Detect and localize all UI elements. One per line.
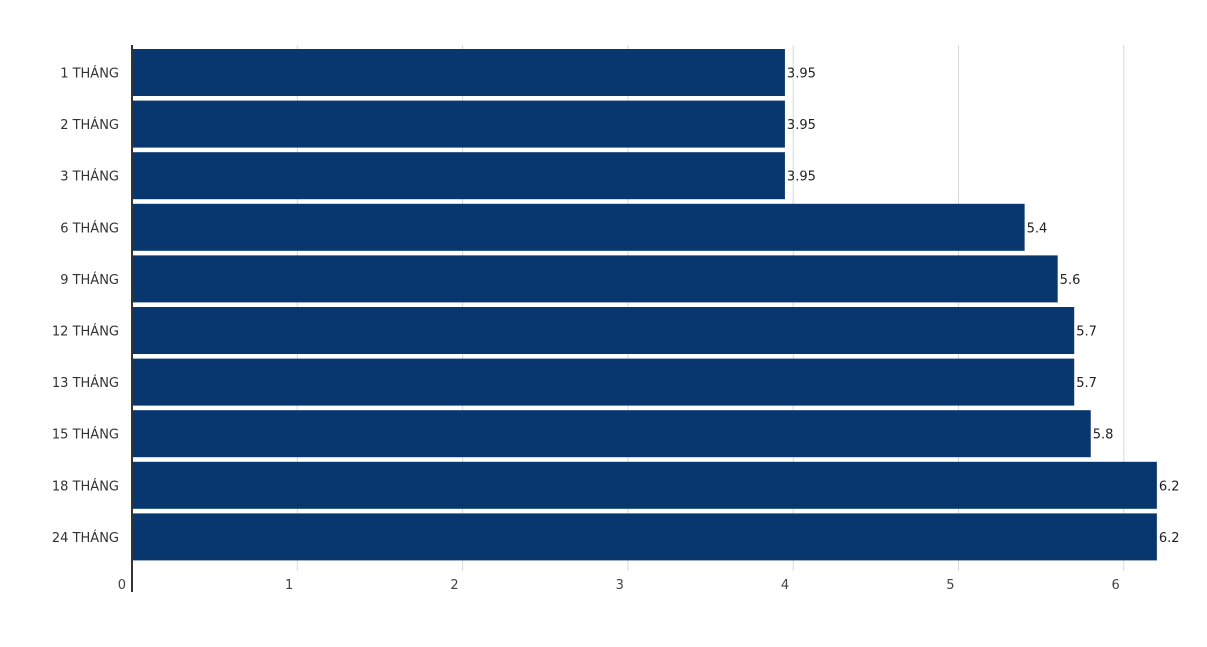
category-label-4: 6 THÁNG xyxy=(60,220,119,236)
bar-6 xyxy=(133,307,1075,354)
category-label-9: 18 THÁNG xyxy=(52,478,119,494)
x-tick-label-3: 3 xyxy=(616,578,624,593)
data-label-7: 5.7 xyxy=(1076,376,1097,391)
data-label-5: 5.6 xyxy=(1060,273,1081,288)
data-label-10: 6.2 xyxy=(1159,531,1180,546)
category-label-5: 9 THÁNG xyxy=(60,272,119,288)
bar-7 xyxy=(133,358,1075,406)
bar-4 xyxy=(133,203,1025,251)
axis-layer: 0 1 2 3 4 5 6 xyxy=(118,45,1125,593)
category-label-1: 1 THÁNG xyxy=(60,66,119,82)
bar-9 xyxy=(133,461,1157,509)
x-tick-label-0: 0 xyxy=(118,578,126,593)
data-label-2: 3.95 xyxy=(787,118,816,133)
data-label-3: 3.95 xyxy=(787,170,816,185)
category-label-8: 15 THÁNG xyxy=(52,427,119,443)
bar-5 xyxy=(133,255,1058,303)
data-label-8: 5.8 xyxy=(1093,428,1114,443)
category-label-10: 24 THÁNG xyxy=(52,530,119,546)
category-label-7: 13 THÁNG xyxy=(52,375,119,391)
bar-8 xyxy=(133,410,1091,458)
bar-10 xyxy=(133,513,1157,561)
bar-1 xyxy=(133,49,785,96)
category-label-3: 3 THÁNG xyxy=(60,169,119,185)
category-label-2: 2 THÁNG xyxy=(60,117,119,133)
category-label-6: 12 THÁNG xyxy=(52,324,119,340)
bar-2 xyxy=(133,100,785,148)
x-tick-label-6: 6 xyxy=(1112,578,1120,593)
x-tick-label-5: 5 xyxy=(946,578,954,593)
bar-3 xyxy=(133,152,785,200)
data-label-1: 3.95 xyxy=(787,67,816,82)
x-tick-label-4: 4 xyxy=(781,578,789,593)
bar-layer xyxy=(133,49,1157,561)
label-layer: 1 THÁNG 3.95 2 THÁNG 3.95 3 THÁNG 3.95 6 THÁNG… xyxy=(52,66,1180,546)
x-tick-label-1: 1 xyxy=(285,578,293,593)
data-label-4: 5.4 xyxy=(1027,221,1048,236)
data-label-9: 6.2 xyxy=(1159,479,1180,494)
data-label-6: 5.7 xyxy=(1076,325,1097,340)
x-tick-label-2: 2 xyxy=(450,578,458,593)
